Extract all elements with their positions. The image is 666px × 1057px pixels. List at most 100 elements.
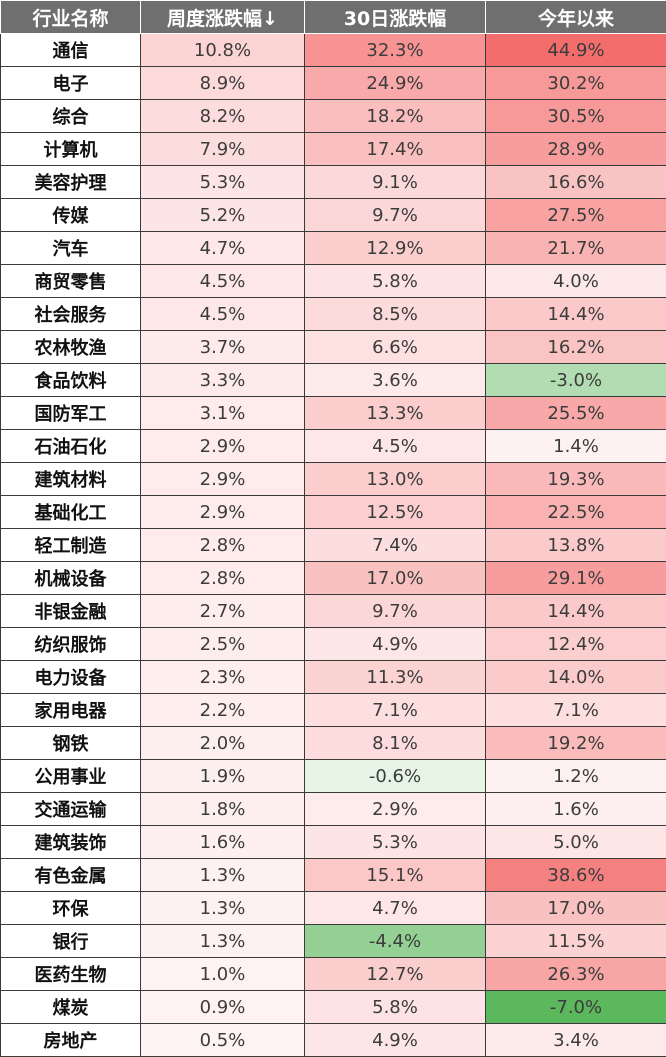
weekly-change-cell: 2.9% xyxy=(140,462,305,496)
weekly-change-cell: 1.0% xyxy=(140,957,305,991)
industry-name-cell: 传媒 xyxy=(0,198,141,232)
table-row: 交通运输 1.8% 2.9% 1.6% xyxy=(0,792,666,826)
industry-name-cell: 综合 xyxy=(0,99,141,133)
d30-change-cell: 12.7% xyxy=(304,957,486,991)
d30-change-cell: 8.5% xyxy=(304,297,486,331)
weekly-change-cell: 7.9% xyxy=(140,132,305,166)
header-industry-name[interactable]: 行业名称 xyxy=(0,0,141,34)
d30-change-cell: -4.4% xyxy=(304,924,486,958)
industry-name-cell: 交通运输 xyxy=(0,792,141,826)
d30-change-cell: 8.1% xyxy=(304,726,486,760)
d30-change-cell: -0.6% xyxy=(304,759,486,793)
table-row: 石油石化 2.9% 4.5% 1.4% xyxy=(0,429,666,463)
industry-name-cell: 钢铁 xyxy=(0,726,141,760)
ytd-change-cell: 30.5% xyxy=(485,99,666,133)
table-row: 有色金属 1.3% 15.1% 38.6% xyxy=(0,858,666,892)
industry-name-cell: 建筑装饰 xyxy=(0,825,141,859)
industry-name-cell: 环保 xyxy=(0,891,141,925)
d30-change-cell: 9.7% xyxy=(304,594,486,628)
table-row: 美容护理 5.3% 9.1% 16.6% xyxy=(0,165,666,199)
d30-change-cell: 5.8% xyxy=(304,990,486,1024)
weekly-change-cell: 1.3% xyxy=(140,891,305,925)
weekly-change-cell: 4.5% xyxy=(140,264,305,298)
ytd-change-cell: 14.4% xyxy=(485,297,666,331)
industry-name-cell: 纺织服饰 xyxy=(0,627,141,661)
d30-change-cell: 17.0% xyxy=(304,561,486,595)
ytd-change-cell: 4.0% xyxy=(485,264,666,298)
weekly-change-cell: 1.8% xyxy=(140,792,305,826)
header-row: 行业名称 周度涨跌幅↓ 30日涨跌幅 今年以来 xyxy=(0,0,666,34)
weekly-change-cell: 1.9% xyxy=(140,759,305,793)
ytd-change-cell: 1.2% xyxy=(485,759,666,793)
weekly-change-cell: 0.9% xyxy=(140,990,305,1024)
weekly-change-cell: 3.7% xyxy=(140,330,305,364)
weekly-change-cell: 2.2% xyxy=(140,693,305,727)
ytd-change-cell: 30.2% xyxy=(485,66,666,100)
ytd-change-cell: 17.0% xyxy=(485,891,666,925)
table-row: 纺织服饰 2.5% 4.9% 12.4% xyxy=(0,627,666,661)
d30-change-cell: 15.1% xyxy=(304,858,486,892)
industry-name-cell: 轻工制造 xyxy=(0,528,141,562)
d30-change-cell: 9.7% xyxy=(304,198,486,232)
ytd-change-cell: 27.5% xyxy=(485,198,666,232)
weekly-change-cell: 3.1% xyxy=(140,396,305,430)
weekly-change-cell: 2.9% xyxy=(140,429,305,463)
table-row: 基础化工 2.9% 12.5% 22.5% xyxy=(0,495,666,529)
ytd-change-cell: 14.0% xyxy=(485,660,666,694)
industry-name-cell: 机械设备 xyxy=(0,561,141,595)
weekly-change-cell: 2.0% xyxy=(140,726,305,760)
ytd-change-cell: 29.1% xyxy=(485,561,666,595)
table-row: 公用事业 1.9% -0.6% 1.2% xyxy=(0,759,666,793)
industry-name-cell: 银行 xyxy=(0,924,141,958)
table-row: 通信 10.8% 32.3% 44.9% xyxy=(0,33,666,67)
ytd-change-cell: 11.5% xyxy=(485,924,666,958)
ytd-change-cell: -7.0% xyxy=(485,990,666,1024)
weekly-change-cell: 2.8% xyxy=(140,528,305,562)
ytd-change-cell: 1.6% xyxy=(485,792,666,826)
d30-change-cell: 18.2% xyxy=(304,99,486,133)
table-row: 钢铁 2.0% 8.1% 19.2% xyxy=(0,726,666,760)
table-row: 计算机 7.9% 17.4% 28.9% xyxy=(0,132,666,166)
header-ytd-change[interactable]: 今年以来 xyxy=(485,0,666,34)
d30-change-cell: 17.4% xyxy=(304,132,486,166)
table-row: 银行 1.3% -4.4% 11.5% xyxy=(0,924,666,958)
d30-change-cell: 12.5% xyxy=(304,495,486,529)
table-row: 建筑装饰 1.6% 5.3% 5.0% xyxy=(0,825,666,859)
weekly-change-cell: 8.2% xyxy=(140,99,305,133)
industry-name-cell: 公用事业 xyxy=(0,759,141,793)
table-row: 非银金融 2.7% 9.7% 14.4% xyxy=(0,594,666,628)
table-row: 汽车 4.7% 12.9% 21.7% xyxy=(0,231,666,265)
weekly-change-cell: 2.8% xyxy=(140,561,305,595)
ytd-change-cell: 3.4% xyxy=(485,1023,666,1057)
d30-change-cell: 7.4% xyxy=(304,528,486,562)
d30-change-cell: 12.9% xyxy=(304,231,486,265)
table-row: 商贸零售 4.5% 5.8% 4.0% xyxy=(0,264,666,298)
ytd-change-cell: 14.4% xyxy=(485,594,666,628)
ytd-change-cell: -3.0% xyxy=(485,363,666,397)
table-row: 环保 1.3% 4.7% 17.0% xyxy=(0,891,666,925)
d30-change-cell: 7.1% xyxy=(304,693,486,727)
header-weekly-change[interactable]: 周度涨跌幅↓ xyxy=(140,0,305,34)
ytd-change-cell: 19.2% xyxy=(485,726,666,760)
industry-name-cell: 有色金属 xyxy=(0,858,141,892)
ytd-change-cell: 28.9% xyxy=(485,132,666,166)
industry-name-cell: 汽车 xyxy=(0,231,141,265)
ytd-change-cell: 22.5% xyxy=(485,495,666,529)
weekly-change-cell: 2.7% xyxy=(140,594,305,628)
d30-change-cell: 5.3% xyxy=(304,825,486,859)
table-row: 传媒 5.2% 9.7% 27.5% xyxy=(0,198,666,232)
industry-name-cell: 食品饮料 xyxy=(0,363,141,397)
weekly-change-cell: 4.7% xyxy=(140,231,305,265)
d30-change-cell: 13.3% xyxy=(304,396,486,430)
d30-change-cell: 24.9% xyxy=(304,66,486,100)
header-30day-change[interactable]: 30日涨跌幅 xyxy=(304,0,486,34)
weekly-change-cell: 1.3% xyxy=(140,924,305,958)
weekly-change-cell: 1.6% xyxy=(140,825,305,859)
table-row: 建筑材料 2.9% 13.0% 19.3% xyxy=(0,462,666,496)
d30-change-cell: 4.9% xyxy=(304,1023,486,1057)
table-row: 轻工制造 2.8% 7.4% 13.8% xyxy=(0,528,666,562)
weekly-change-cell: 5.3% xyxy=(140,165,305,199)
d30-change-cell: 4.9% xyxy=(304,627,486,661)
ytd-change-cell: 5.0% xyxy=(485,825,666,859)
industry-name-cell: 电子 xyxy=(0,66,141,100)
